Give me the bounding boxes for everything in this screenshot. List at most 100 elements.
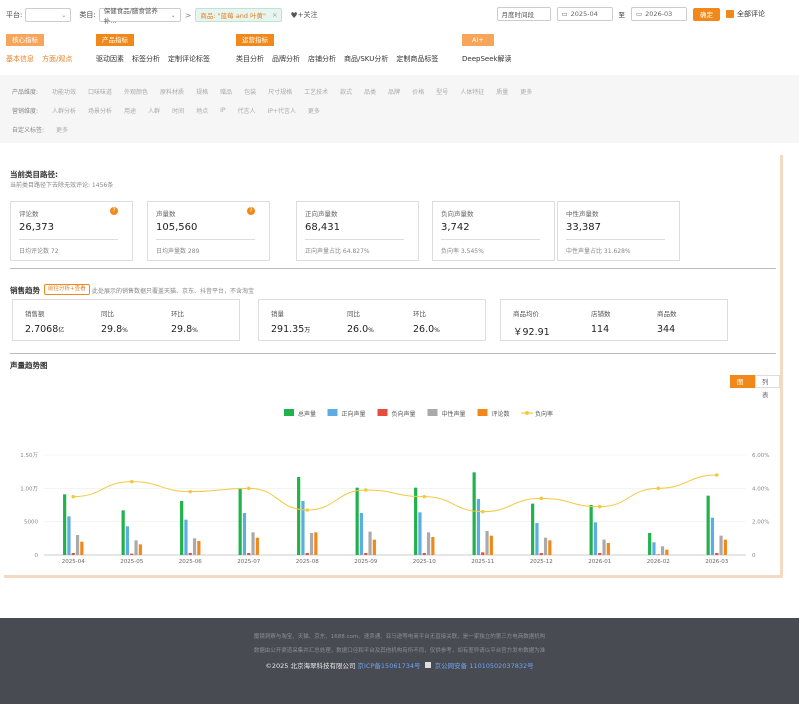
y-tick-right: 0 <box>752 553 756 559</box>
heart-icon[interactable]: ♥ <box>290 10 298 20</box>
line-point <box>129 479 134 484</box>
metric-card-positive: 正向声量数 68,431 正向声量占比 64.827% <box>296 201 419 261</box>
help-icon[interactable]: ? <box>110 207 118 215</box>
list-view-button[interactable]: 列表 <box>755 375 780 399</box>
main-panel: 当前类目路径: 当前类目路径下去除无效评论: 1456条 评论数 ? 26,37… <box>4 155 783 578</box>
confirm-button[interactable]: 确定 <box>693 7 720 21</box>
bar <box>656 554 660 555</box>
custom-tag-row: 自定义标签: 更多 <box>12 125 80 134</box>
tab-tag-analysis[interactable]: 标签分析 <box>132 55 160 63</box>
close-icon[interactable]: × <box>272 11 278 19</box>
marketing-dimension-option[interactable]: 用途 <box>124 108 137 115</box>
y-tick-left: 5000 <box>24 520 38 526</box>
product-dimension-option[interactable]: 工艺技术 <box>304 89 329 96</box>
tab-category-analysis[interactable]: 类目分析 <box>236 55 264 63</box>
tab-custom-product-tags[interactable]: 定制商品标签 <box>396 55 439 63</box>
marketing-dimension-option[interactable]: 地点 <box>196 108 209 115</box>
sales-unit: % <box>192 327 198 334</box>
tab-sku-analysis[interactable]: 商品/SKU分析 <box>344 55 389 63</box>
bar <box>67 516 71 555</box>
tab-basic-info[interactable]: 基本信息 <box>6 55 34 63</box>
product-dimension-option[interactable]: 品类 <box>364 89 377 96</box>
checkbox-all-reviews[interactable] <box>726 10 734 18</box>
nav-group-head: 核心指标 <box>6 34 44 46</box>
product-dimension-option[interactable]: 赠品 <box>220 89 233 96</box>
top-filter-bar: 平台: ⌄ 类目: 保健食品/膳食营养补... ⌄ > 商品: "蓝莓 and … <box>0 0 799 30</box>
y-tick-right: 4.00% <box>752 486 769 492</box>
product-dimension-option[interactable]: 价格 <box>412 89 425 96</box>
footer: 魔镜洞察与淘宝、天猫、京东、1688.com、速卖通、亚马逊等电商平台无直接关联… <box>0 618 799 704</box>
product-dimension-option[interactable]: 外观颜色 <box>124 89 149 96</box>
x-tick-label: 2026-02 <box>647 559 670 565</box>
tab-aspects[interactable]: 方面/观点 <box>42 55 73 63</box>
date-from-input[interactable]: ▭ 2025-04 <box>556 7 613 21</box>
metric-value: 3,742 <box>441 222 470 233</box>
police-link[interactable]: 京公网安备 11010502037832号 <box>434 662 534 670</box>
product-dimension-option[interactable]: 款式 <box>340 89 353 96</box>
sales-value: 114 <box>591 324 610 335</box>
marketing-dimension-option[interactable]: 人群 <box>148 108 161 115</box>
category-select[interactable]: 保健食品/膳食营养补... ⌄ <box>98 7 181 25</box>
marketing-dimension-option[interactable]: 时间 <box>172 108 185 115</box>
legend-label: 评论数 <box>492 410 510 418</box>
marketing-dimension-option[interactable]: 代言人 <box>237 108 256 115</box>
platform-select[interactable]: ⌄ <box>25 8 72 22</box>
metric-foot: 日均声量数 289 <box>156 248 200 255</box>
marketing-dimension-option[interactable]: 人群分析 <box>52 108 77 115</box>
tab-custom-review-tags[interactable]: 定制评论标签 <box>168 55 210 63</box>
sales-label: 销量 <box>271 310 284 318</box>
bar <box>598 553 602 555</box>
date-to-input[interactable]: ▭ 2026-03 <box>631 7 687 21</box>
bar <box>197 541 201 555</box>
product-dimension-option[interactable]: 人体特征 <box>460 89 485 96</box>
tab-drivers[interactable]: 驱动因素 <box>96 55 124 63</box>
footer-disclaimer-2: 数据由公开渠道采集并汇总处理，数据口径和平台及其他机构有所不同，仅供参考，如有差… <box>253 648 546 654</box>
sales-value: 26.0 <box>413 324 435 335</box>
marketing-dimension-option[interactable]: 场景分析 <box>88 108 113 115</box>
product-dimension-option[interactable]: 口味味道 <box>88 89 113 96</box>
follow-button[interactable]: +关注 <box>297 11 318 19</box>
legend-swatch <box>284 409 294 416</box>
chart-view-button[interactable]: 图表 <box>730 375 755 399</box>
row-label: 产品维度: <box>12 89 39 96</box>
metric-foot: 中性声量占比 31.628% <box>566 248 631 255</box>
product-dimension-option[interactable]: 型号 <box>436 89 449 96</box>
metric-card-volume: 声量数 ? 105,560 日均声量数 289 <box>147 201 270 261</box>
bar <box>309 533 314 555</box>
line-point <box>305 508 310 512</box>
icp-link[interactable]: 京ICP备15061734号 <box>357 662 421 670</box>
y-tick-right: 2.00% <box>752 520 769 526</box>
time-range-select[interactable]: 月度时间段 <box>496 7 551 21</box>
product-filter-chip[interactable]: 商品: "蓝莓 and 叶黄" × <box>195 8 283 22</box>
product-dimension-option[interactable]: 规格 <box>196 89 209 96</box>
bar <box>602 539 606 555</box>
product-dimension-option[interactable]: 尺寸规格 <box>268 89 293 96</box>
sales-trend-title: 销售趋势 <box>10 286 40 295</box>
sales-box-price: 商品均价 ￥92.91 店铺数 114 商品数 344 <box>500 299 728 341</box>
marketing-dimension-option[interactable]: IP <box>220 107 226 114</box>
bar <box>305 553 309 555</box>
product-dimension-option[interactable]: 原料材质 <box>160 89 185 96</box>
tab-shop-analysis[interactable]: 店铺分析 <box>308 55 336 63</box>
product-dimension-option[interactable]: 包装 <box>244 89 257 96</box>
view-toggle: 图表 列表 <box>730 375 780 399</box>
bar <box>476 499 481 555</box>
help-icon[interactable]: ? <box>247 207 255 215</box>
bar <box>355 487 359 555</box>
product-dimension-option[interactable]: 品牌 <box>388 89 401 96</box>
product-dimension-option[interactable]: 功能功效 <box>52 89 77 96</box>
marketing-dimension-option[interactable]: IP+代言人 <box>267 108 296 115</box>
product-dimension-option[interactable]: 质量 <box>496 89 509 96</box>
legend-label: 总声量 <box>298 410 316 418</box>
marketing-dimension-option[interactable]: 更多 <box>307 108 320 115</box>
tab-brand-analysis[interactable]: 品牌分析 <box>272 55 300 63</box>
line-point <box>71 494 76 499</box>
bar <box>489 535 493 555</box>
custom-tag-option[interactable]: 更多 <box>56 127 69 134</box>
product-dimension-option[interactable]: 更多 <box>520 89 533 96</box>
tab-deepseek[interactable]: DeepSeek解读 <box>462 55 512 63</box>
legend-swatch <box>427 409 438 416</box>
go-analysis-button[interactable]: 前往分析+查看 <box>44 284 90 295</box>
sales-box-units: 销量 291.35万 同比 26.0% 环比 26.0% <box>258 299 486 341</box>
bar <box>589 505 593 555</box>
